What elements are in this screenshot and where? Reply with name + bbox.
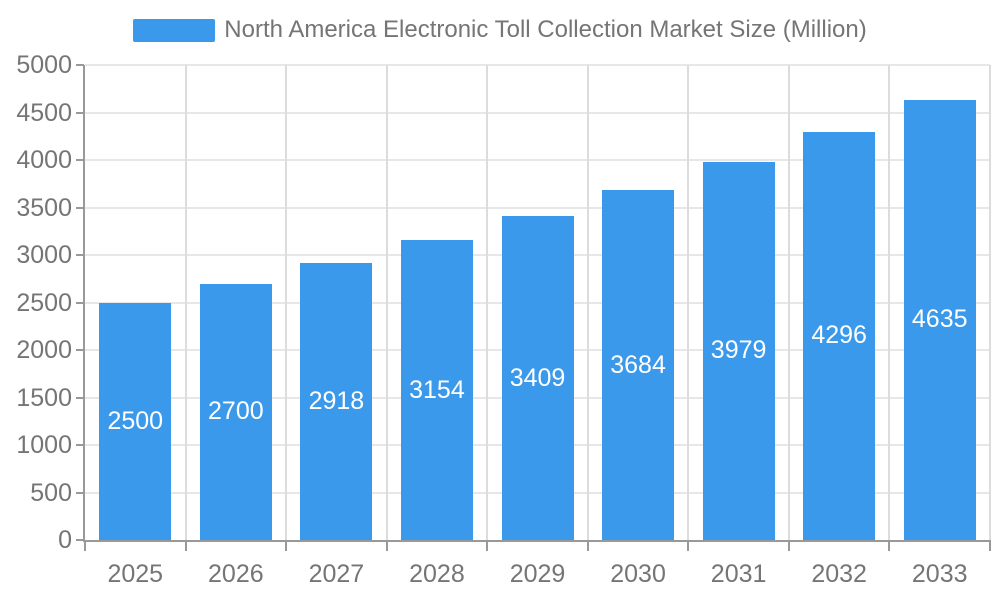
x-axis-label-2033: 2033	[911, 560, 968, 588]
x-axis-tick	[888, 540, 891, 551]
x-axis-tick	[184, 540, 187, 551]
y-axis-tick-label: 2500	[16, 288, 72, 317]
bar-2027: 2918	[300, 262, 373, 540]
bar-value-label: 2700	[208, 397, 264, 426]
x-axis-tick	[285, 540, 288, 551]
x-axis-tick	[84, 540, 86, 551]
legend-label: North America Electronic Toll Collection…	[224, 16, 867, 43]
gridline-vertical	[385, 65, 388, 540]
y-axis-tick	[76, 349, 84, 351]
bar-2029: 3409	[501, 216, 574, 540]
gridline-horizontal	[85, 206, 990, 209]
bar-value-label: 2918	[308, 386, 365, 415]
y-axis-tick-label: 5000	[16, 51, 72, 79]
gridline-horizontal	[85, 159, 990, 161]
x-axis-label-2030: 2030	[610, 560, 666, 588]
x-axis-label-2032: 2032	[811, 560, 867, 588]
gridline-vertical	[989, 65, 991, 540]
bar-value-label: 3684	[610, 350, 666, 379]
bar-2028: 3154	[400, 240, 473, 540]
bar-2025: 2500	[99, 302, 172, 540]
x-axis-tick	[989, 540, 991, 551]
y-axis-tick-label: 1000	[16, 431, 72, 459]
y-axis-tick	[76, 206, 84, 209]
y-axis-tick	[76, 254, 84, 256]
bar-2032: 4296	[803, 131, 876, 540]
y-axis-tick-label: 0	[58, 526, 72, 554]
y-axis-tick-label: 4500	[16, 98, 72, 127]
x-axis-tick	[486, 540, 489, 551]
legend-item[interactable]: North America Electronic Toll Collection…	[0, 16, 1000, 44]
bar-value-label: 4635	[911, 305, 968, 334]
y-axis-tick-label: 3000	[16, 241, 72, 269]
y-axis-tick	[76, 111, 84, 114]
bar-2031: 3979	[702, 161, 775, 540]
y-axis-tick-label: 3500	[16, 193, 72, 222]
bar-value-label: 2500	[107, 406, 164, 435]
bar-2026: 2700	[199, 283, 272, 540]
x-axis-tick	[385, 540, 388, 551]
gridline-vertical	[486, 65, 489, 540]
gridline-vertical	[184, 65, 187, 540]
y-axis-tick	[76, 159, 84, 161]
bar-value-label: 4296	[811, 321, 867, 350]
x-axis-label-2028: 2028	[409, 560, 465, 588]
y-axis-tick-label: 2000	[16, 336, 72, 364]
x-axis-tick	[687, 540, 690, 551]
bar-2030: 3684	[602, 190, 675, 540]
y-axis-tick	[76, 491, 84, 494]
bar-value-label: 3409	[509, 363, 566, 392]
y-axis-tick-label: 1500	[16, 383, 72, 412]
x-axis-label-2029: 2029	[509, 560, 566, 588]
y-axis-tick-label: 500	[30, 478, 72, 507]
y-axis-tick	[76, 64, 84, 66]
gridline-vertical	[787, 65, 790, 540]
x-axis-label-2027: 2027	[308, 560, 365, 588]
bar-2033: 4635	[903, 99, 976, 540]
y-axis-line	[83, 65, 85, 542]
y-axis-tick-label: 4000	[16, 146, 72, 174]
y-axis-tick	[76, 539, 84, 541]
y-axis-tick	[76, 396, 84, 399]
x-axis-line	[83, 540, 990, 542]
bar-value-label: 3154	[409, 375, 465, 404]
y-axis-tick	[76, 444, 84, 446]
gridline-vertical	[586, 65, 589, 540]
gridline-vertical	[888, 65, 891, 540]
y-axis-tick	[76, 301, 84, 304]
x-axis-label-2025: 2025	[107, 560, 164, 588]
legend-swatch	[133, 18, 216, 42]
x-axis-label-2031: 2031	[710, 560, 767, 588]
gridline-horizontal	[85, 64, 990, 66]
gridline-vertical	[285, 65, 288, 540]
x-axis-tick	[787, 540, 790, 551]
x-axis-label-2026: 2026	[208, 560, 264, 588]
gridline-vertical	[687, 65, 690, 540]
x-axis-tick	[586, 540, 589, 551]
bar-value-label: 3979	[710, 336, 767, 365]
gridline-horizontal	[85, 111, 990, 114]
